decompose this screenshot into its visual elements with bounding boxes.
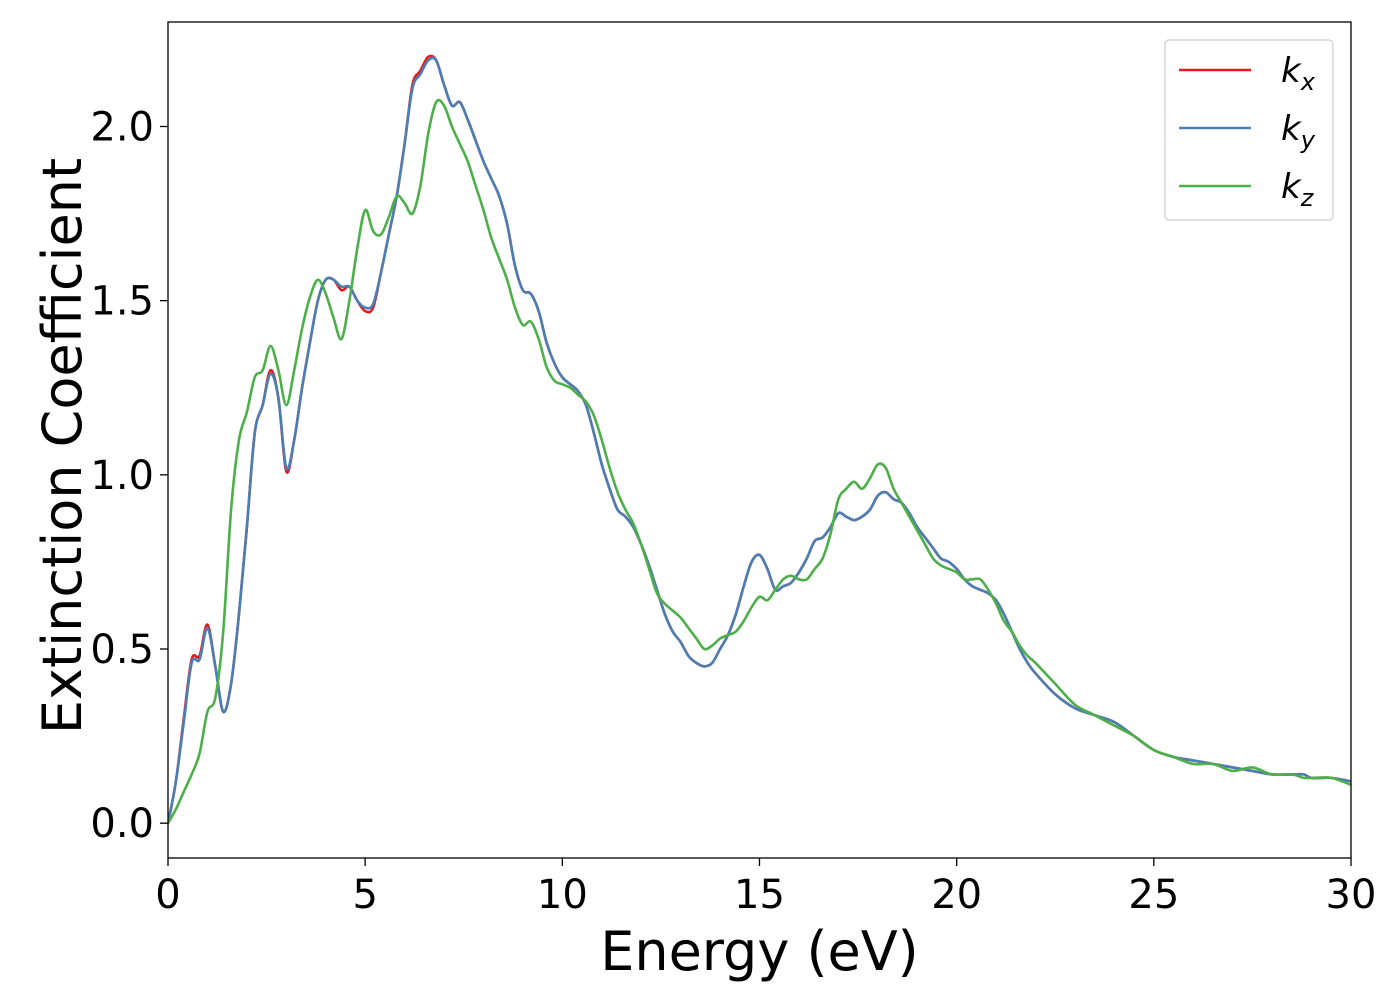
y-tick-label: 2.0 (90, 105, 154, 151)
y-axis-ticks: 0.0 0.5 1.0 1.5 2.0 (90, 105, 168, 847)
legend-label-y: ky (1281, 109, 1316, 154)
legend-label-z: kz (1281, 167, 1315, 212)
y-tick-label: 0.5 (90, 627, 154, 673)
x-tick-label: 15 (734, 872, 785, 918)
x-tick-label: 20 (931, 872, 982, 918)
x-tick-label: 10 (537, 872, 588, 918)
y-axis-label: Extinction Coefficient (31, 158, 94, 734)
y-tick-label: 1.5 (90, 279, 154, 325)
y-tick-label: 0.0 (90, 801, 154, 847)
x-tick-label: 5 (352, 872, 377, 918)
plot-lines (168, 54, 1351, 825)
legend: kx ky kz (1164, 39, 1334, 221)
series-line-z (168, 98, 1351, 825)
legend-box (1164, 39, 1334, 221)
x-tick-label: 25 (1128, 872, 1179, 918)
legend-label-x: kx (1281, 51, 1316, 96)
x-axis-label: Energy (eV) (600, 920, 919, 983)
x-axis-ticks: 0 5 10 15 20 25 30 (155, 858, 1376, 918)
x-tick-label: 0 (155, 872, 180, 918)
x-tick-label: 30 (1326, 872, 1377, 918)
series-line-y (168, 56, 1351, 825)
y-tick-label: 1.0 (90, 453, 154, 499)
